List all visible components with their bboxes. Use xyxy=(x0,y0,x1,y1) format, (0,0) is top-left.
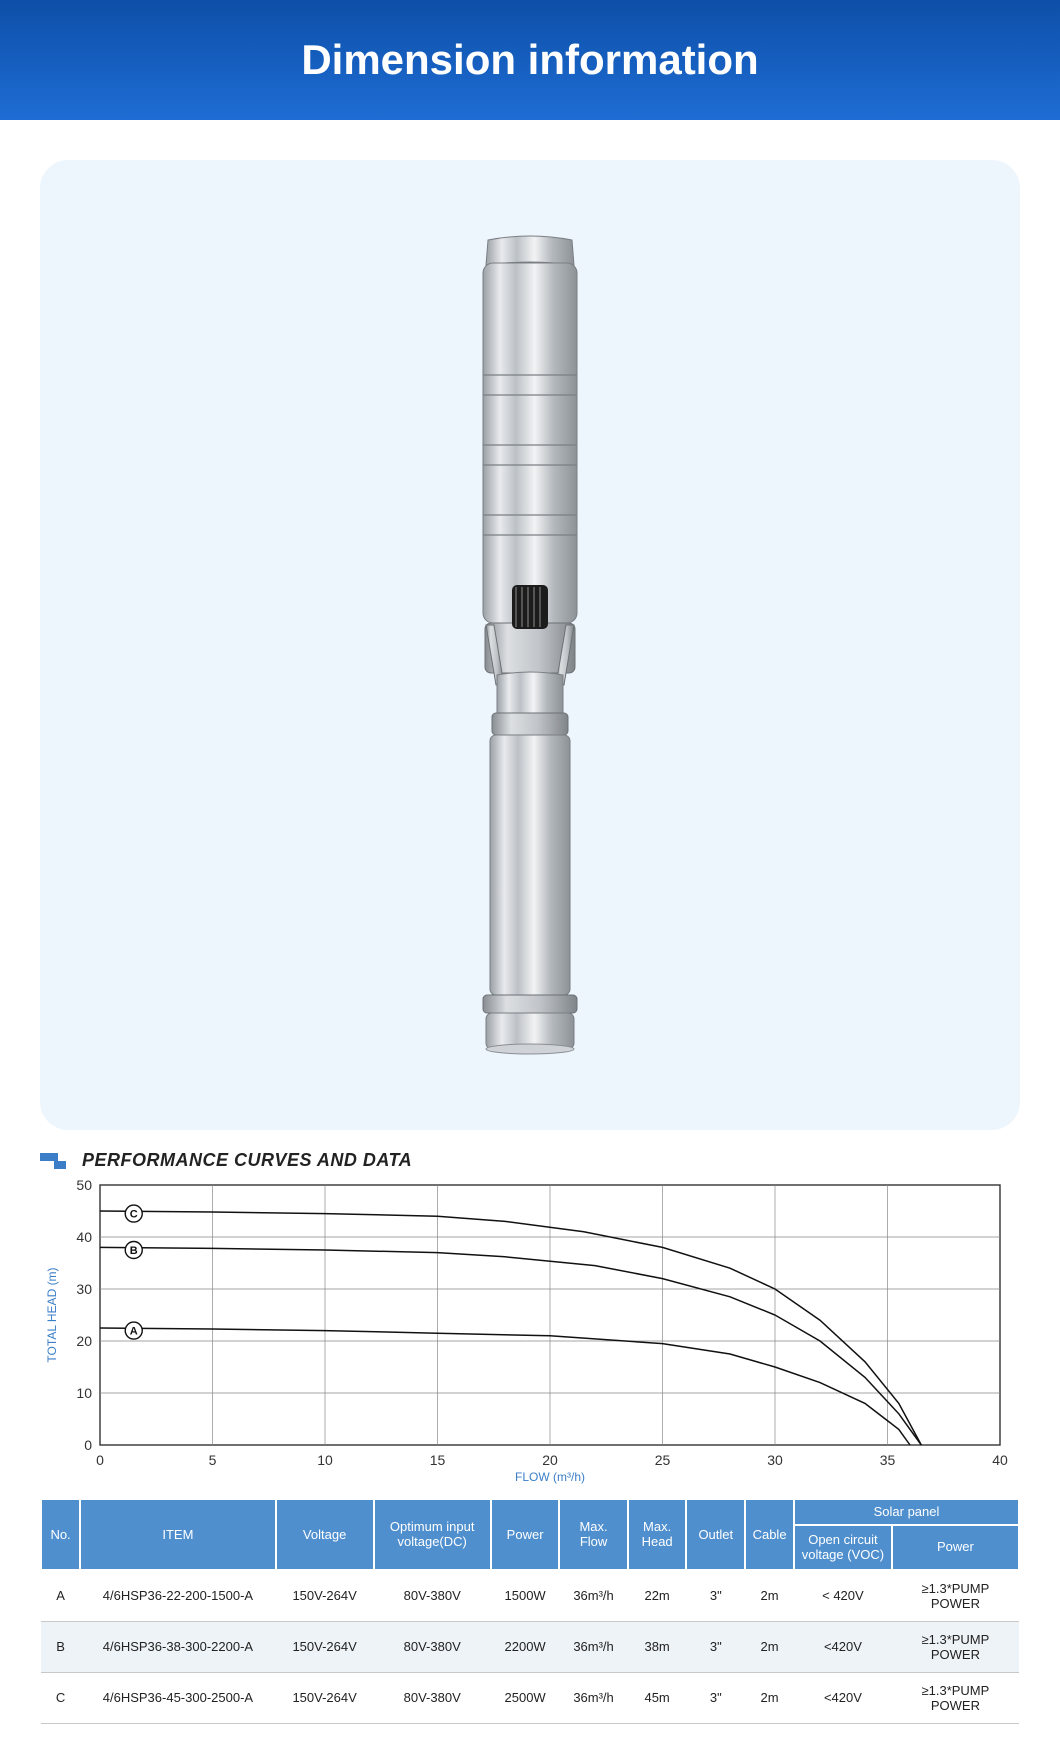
svg-text:0: 0 xyxy=(84,1437,92,1453)
cell-outlet: 3" xyxy=(686,1621,745,1672)
svg-text:40: 40 xyxy=(76,1229,92,1245)
th-no: No. xyxy=(41,1499,80,1570)
svg-text:FLOW (m³/h): FLOW (m³/h) xyxy=(515,1470,585,1484)
th-power: Power xyxy=(491,1499,559,1570)
svg-text:0: 0 xyxy=(96,1452,104,1468)
th-item: ITEM xyxy=(80,1499,276,1570)
cell-sp_power: ≥1.3*PUMP POWER xyxy=(892,1570,1019,1622)
cell-outlet: 3" xyxy=(686,1672,745,1723)
svg-text:30: 30 xyxy=(76,1281,92,1297)
cell-item: 4/6HSP36-38-300-2200-A xyxy=(80,1621,276,1672)
cell-voc: <420V xyxy=(794,1621,892,1672)
th-solar-group: Solar panel xyxy=(794,1499,1019,1525)
cell-optimum: 80V-380V xyxy=(374,1570,491,1622)
cell-maxhead: 38m xyxy=(628,1621,687,1672)
svg-text:30: 30 xyxy=(767,1452,783,1468)
spec-table: No. ITEM Voltage Optimum input voltage(D… xyxy=(40,1498,1020,1724)
performance-chart: 0 5 10 15 20 25 30 35 40 0 10 20 30 40 50 FLOW (m³/h) TO… xyxy=(40,1175,1020,1490)
cell-power: 2500W xyxy=(491,1672,559,1723)
th-voltage: Voltage xyxy=(276,1499,374,1570)
header-banner: Dimension information xyxy=(0,0,1060,120)
section-header: PERFORMANCE CURVES AND DATA xyxy=(40,1150,1020,1171)
cell-power: 2200W xyxy=(491,1621,559,1672)
cell-optimum: 80V-380V xyxy=(374,1672,491,1723)
cell-voc: <420V xyxy=(794,1672,892,1723)
cell-optimum: 80V-380V xyxy=(374,1621,491,1672)
svg-text:5: 5 xyxy=(209,1452,217,1468)
svg-text:20: 20 xyxy=(76,1333,92,1349)
th-sp-power: Power xyxy=(892,1525,1019,1570)
svg-text:50: 50 xyxy=(76,1177,92,1193)
cell-cable: 2m xyxy=(745,1621,794,1672)
th-optimum: Optimum input voltage(DC) xyxy=(374,1499,491,1570)
table-row: C4/6HSP36-45-300-2500-A150V-264V80V-380V… xyxy=(41,1672,1019,1723)
cell-cable: 2m xyxy=(745,1570,794,1622)
cell-cable: 2m xyxy=(745,1672,794,1723)
cell-item: 4/6HSP36-45-300-2500-A xyxy=(80,1672,276,1723)
cell-item: 4/6HSP36-22-200-1500-A xyxy=(80,1570,276,1622)
svg-text:B: B xyxy=(130,1245,138,1257)
spec-table-wrap: No. ITEM Voltage Optimum input voltage(D… xyxy=(40,1498,1020,1724)
svg-text:A: A xyxy=(130,1326,138,1338)
section-bars-icon xyxy=(40,1153,74,1169)
cell-voltage: 150V-264V xyxy=(276,1672,374,1723)
svg-text:TOTAL HEAD (m): TOTAL HEAD (m) xyxy=(45,1267,59,1362)
section-title: PERFORMANCE CURVES AND DATA xyxy=(82,1150,412,1171)
svg-text:10: 10 xyxy=(317,1452,333,1468)
th-maxhead: Max. Head xyxy=(628,1499,687,1570)
cell-no: C xyxy=(41,1672,80,1723)
th-cable: Cable xyxy=(745,1499,794,1570)
svg-text:25: 25 xyxy=(655,1452,671,1468)
cell-maxhead: 45m xyxy=(628,1672,687,1723)
svg-text:40: 40 xyxy=(992,1452,1008,1468)
cell-maxflow: 36m³/h xyxy=(559,1672,627,1723)
cell-maxhead: 22m xyxy=(628,1570,687,1622)
cell-power: 1500W xyxy=(491,1570,559,1622)
svg-text:10: 10 xyxy=(76,1385,92,1401)
svg-text:15: 15 xyxy=(430,1452,446,1468)
svg-text:35: 35 xyxy=(880,1452,896,1468)
cell-no: B xyxy=(41,1621,80,1672)
cell-voltage: 150V-264V xyxy=(276,1570,374,1622)
table-row: A4/6HSP36-22-200-1500-A150V-264V80V-380V… xyxy=(41,1570,1019,1622)
cell-no: A xyxy=(41,1570,80,1622)
th-outlet: Outlet xyxy=(686,1499,745,1570)
th-voc: Open circuit voltage (VOC) xyxy=(794,1525,892,1570)
svg-text:C: C xyxy=(130,1209,138,1221)
cell-outlet: 3" xyxy=(686,1570,745,1622)
cell-maxflow: 36m³/h xyxy=(559,1570,627,1622)
product-image-panel xyxy=(40,160,1020,1130)
pump-illustration xyxy=(450,235,610,1055)
page-title: Dimension information xyxy=(301,36,758,84)
table-row: B4/6HSP36-38-300-2200-A150V-264V80V-380V… xyxy=(41,1621,1019,1672)
cell-sp_power: ≥1.3*PUMP POWER xyxy=(892,1621,1019,1672)
cell-voltage: 150V-264V xyxy=(276,1621,374,1672)
svg-text:20: 20 xyxy=(542,1452,558,1468)
cell-sp_power: ≥1.3*PUMP POWER xyxy=(892,1672,1019,1723)
cell-maxflow: 36m³/h xyxy=(559,1621,627,1672)
cell-voc: < 420V xyxy=(794,1570,892,1622)
th-maxflow: Max. Flow xyxy=(559,1499,627,1570)
